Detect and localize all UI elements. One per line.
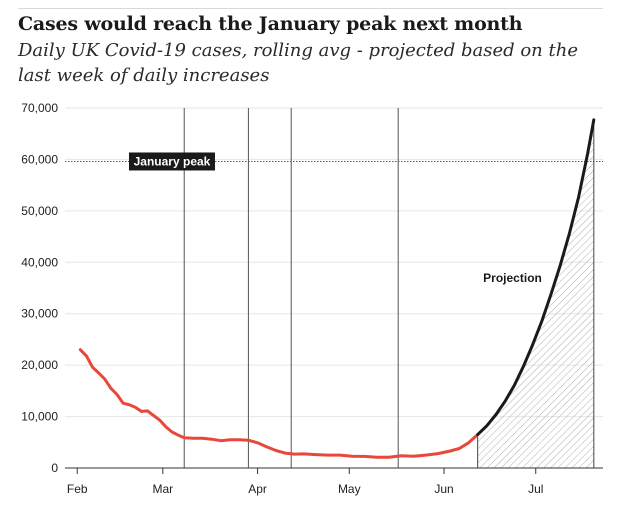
x-tick-label: May: [338, 482, 361, 496]
y-tick-label: 0: [51, 461, 58, 475]
y-tick-label: 30,000: [21, 307, 58, 321]
january-peak-label-box: [128, 152, 215, 171]
actual-cases-line: [78, 348, 480, 459]
x-tick-label: Jun: [434, 482, 453, 496]
january-peak-label: January peak: [134, 154, 211, 168]
y-tick-label: 50,000: [21, 204, 58, 218]
chart-title: Cases would reach the January peak next …: [18, 13, 523, 35]
x-tick-label: Feb: [67, 482, 88, 496]
y-tick-label: 20,000: [21, 358, 58, 372]
x-tick-label: Mar: [152, 482, 173, 496]
y-tick-label: 70,000: [21, 101, 58, 115]
y-tick-label: 10,000: [21, 410, 58, 424]
y-tick-label: 40,000: [21, 255, 58, 269]
top-rule: [18, 8, 603, 9]
projection-label: Projection: [483, 271, 542, 285]
projection-line: [476, 118, 596, 437]
projection-area: [477, 119, 594, 469]
y-tick-label: 60,000: [21, 152, 58, 166]
x-tick-label: Apr: [248, 482, 267, 496]
x-tick-label: Jul: [528, 482, 543, 496]
chart-subtitle: Daily UK Covid-19 cases, rolling avg - p…: [18, 40, 578, 86]
